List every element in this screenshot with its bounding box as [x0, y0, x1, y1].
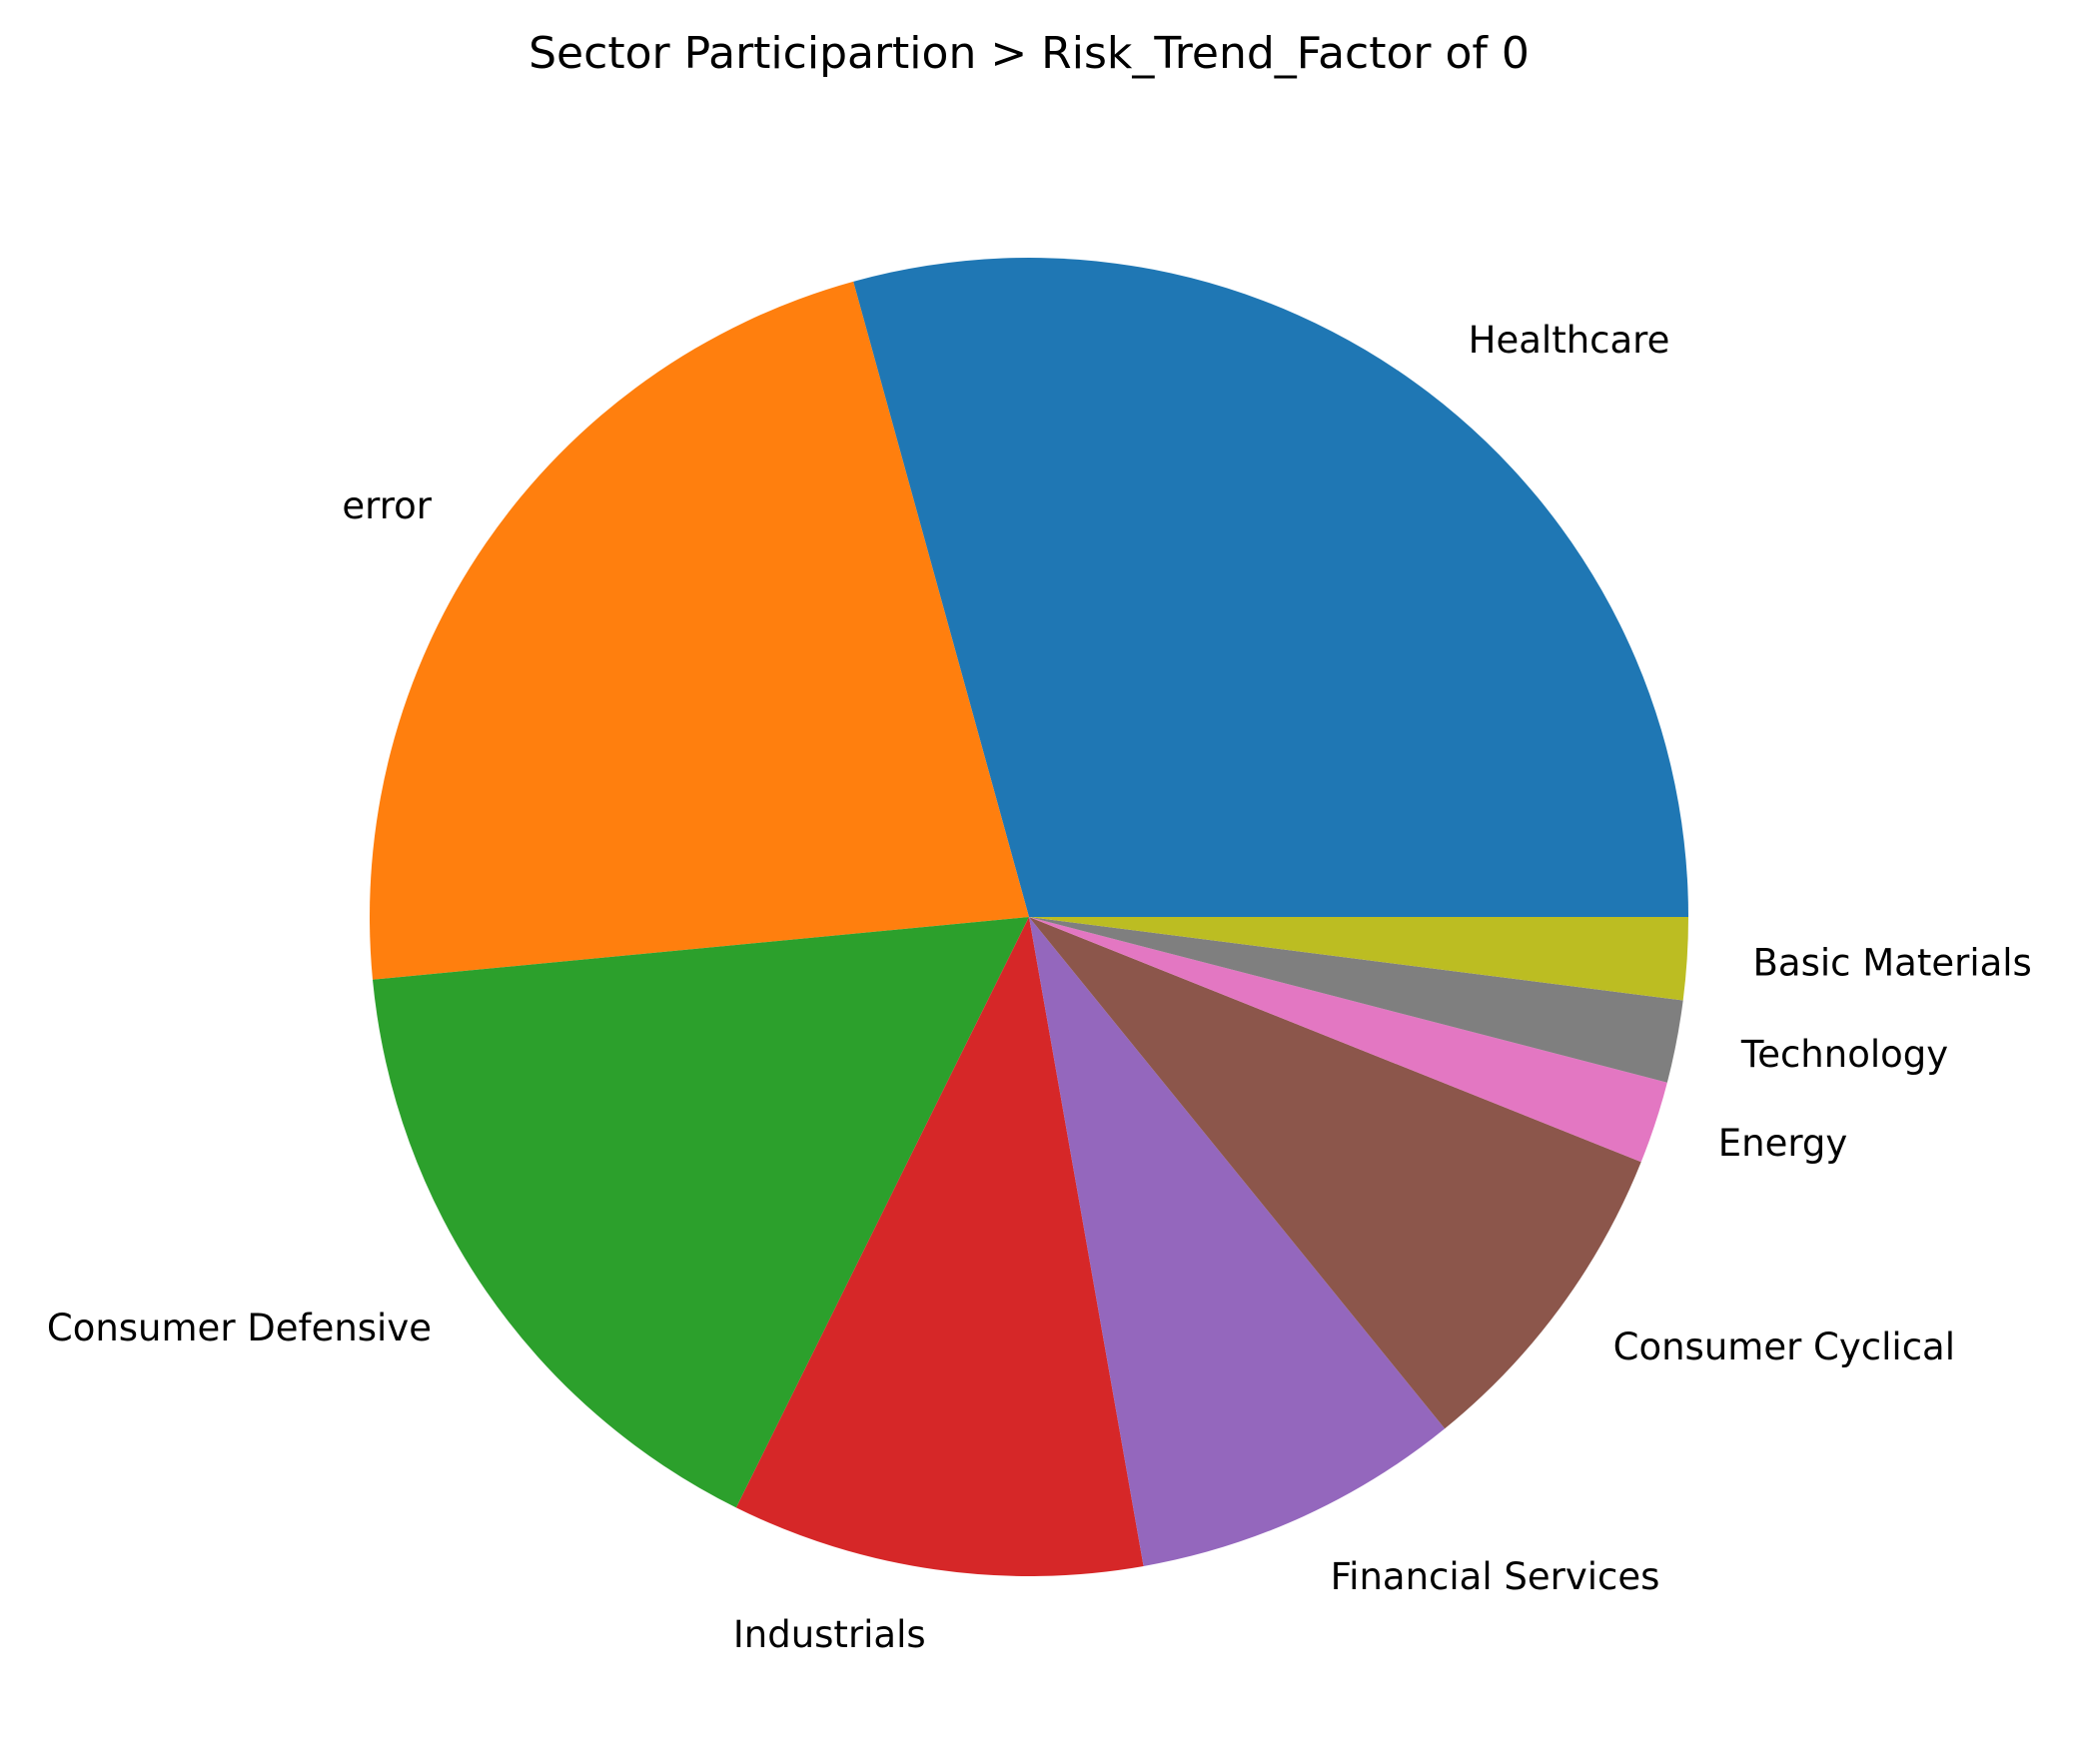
pie-slice-technology	[1029, 917, 1683, 1083]
pie-label-consumer-cyclical: Consumer Cyclical	[1613, 1325, 1955, 1368]
pie-label-technology: Technology	[1740, 1033, 1948, 1076]
pie-label-industrials: Industrials	[733, 1613, 926, 1656]
pie-label-consumer-defensive: Consumer Defensive	[47, 1307, 432, 1349]
pie-slice-consumer-cyclical	[1029, 917, 1641, 1429]
pie-slice-error	[370, 281, 1029, 980]
pie-slice-industrials	[735, 917, 1144, 1576]
pie-slice-consumer-defensive	[372, 917, 1029, 1508]
pie-slice-financial-services	[1029, 917, 1446, 1566]
pie-label-error: error	[342, 484, 432, 527]
pie-slice-energy	[1029, 917, 1667, 1163]
pie-slice-basic-materials	[1029, 917, 1688, 1001]
pie-slice-healthcare	[853, 257, 1688, 917]
pie-labels: Healthcare error Consumer Defensive Industr…	[47, 319, 2032, 1656]
chart-title: Sector Participartion > Risk_Trend_Facto…	[528, 28, 1530, 79]
pie-label-financial-services: Financial Services	[1331, 1555, 1660, 1598]
pie-label-healthcare: Healthcare	[1469, 319, 1670, 362]
pie-label-energy: Energy	[1718, 1122, 1848, 1165]
pie-slices	[370, 257, 1688, 1576]
pie-label-basic-materials: Basic Materials	[1753, 942, 2032, 985]
